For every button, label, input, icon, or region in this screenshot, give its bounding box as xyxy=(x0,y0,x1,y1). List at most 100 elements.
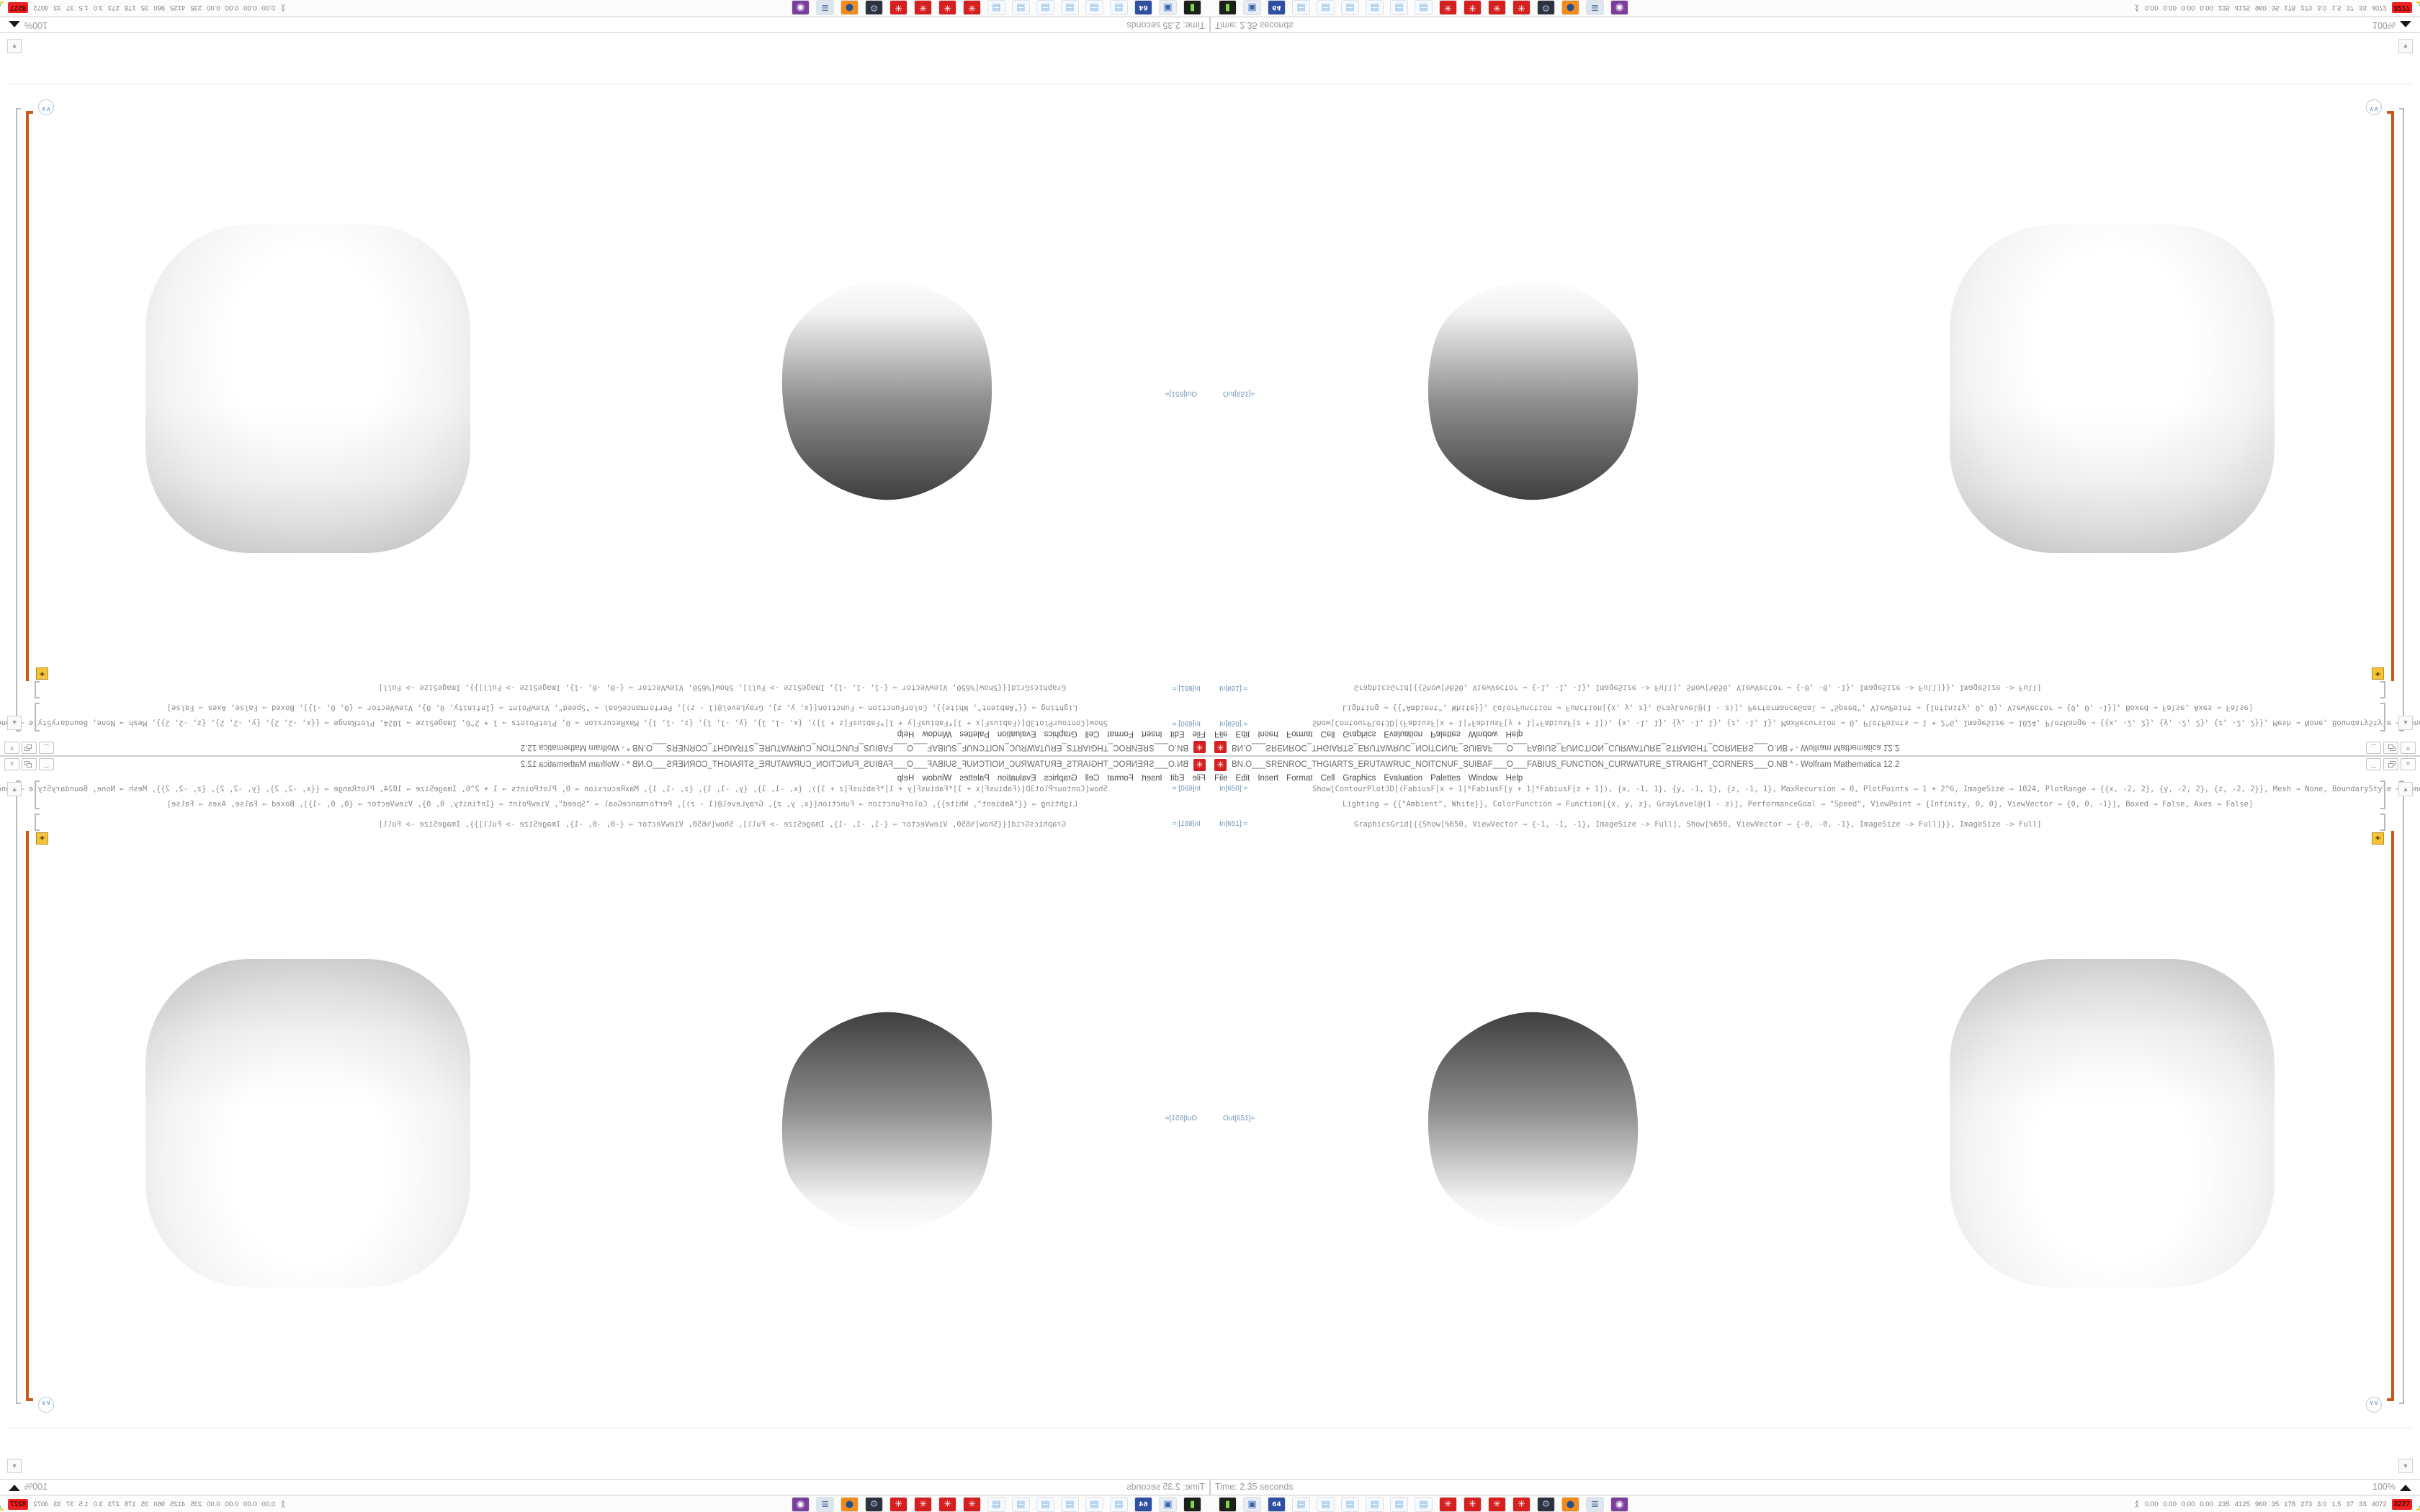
cell-group-expand-button[interactable]: + xyxy=(2372,667,2384,680)
minimize-button[interactable]: _ xyxy=(2366,742,2381,754)
power-drive-icon[interactable]: ▮ xyxy=(1183,0,1201,15)
restore-button[interactable] xyxy=(22,742,37,754)
cell-bracket-in650[interactable] xyxy=(35,703,40,732)
in650-code-line1[interactable]: Show[ContourPlot3D[(FabiusF[x + 1]*Fabiu… xyxy=(1312,785,2420,793)
mathematica-icon[interactable]: ✳ xyxy=(1488,1497,1506,1512)
mathematica-icon[interactable]: ✳ xyxy=(914,1497,932,1512)
menu-help[interactable]: Help xyxy=(1505,774,1523,783)
minimize-button[interactable]: _ xyxy=(2366,758,2381,770)
system-monitor-icon[interactable]: ⚙ xyxy=(865,0,883,15)
menu-graphics[interactable]: Graphics xyxy=(1044,774,1077,783)
magnification-value[interactable]: 100% xyxy=(2372,1482,2396,1492)
window-titlebar[interactable]: ✳ BN.O___SRENROC_THGIARTS_ERUTAWRUC_NOIT… xyxy=(0,756,1210,772)
mathematica-icon[interactable]: ✳ xyxy=(889,1497,908,1512)
menu-palettes[interactable]: Palettes xyxy=(1430,774,1461,783)
menu-insert[interactable]: Insert xyxy=(1141,774,1162,783)
menu-help[interactable]: Help xyxy=(897,729,915,738)
system-monitor-applet[interactable]: ∧ ∧ 0.00 0.00 0.00 0.00 235 4125 960 35 178 273 3.0… xyxy=(2135,1496,2420,1512)
in651-code[interactable]: GraphicsGrid[{{Show[%650, ViewVector → {… xyxy=(1354,683,2042,692)
cell-bracket-in651[interactable] xyxy=(2380,814,2385,831)
notepad-icon[interactable]: ▤ xyxy=(1341,1497,1359,1512)
tray-expander-icon[interactable]: ∧ ∧ xyxy=(2135,3,2139,13)
cell-group-bracket[interactable] xyxy=(2398,780,2404,1404)
mathematica-icon[interactable]: ✳ xyxy=(1512,0,1531,15)
cell-bracket-in651[interactable] xyxy=(2380,681,2385,698)
floppy-64-icon[interactable]: 64 xyxy=(1268,0,1286,15)
scrollbar-down-arrow[interactable]: ▼ xyxy=(7,1459,22,1473)
scrollbar-up-arrow[interactable]: ▲ xyxy=(2398,782,2413,796)
window-titlebar[interactable]: ✳ BN.O___SRENROC_THGIARTS_ERUTAWRUC_NOIT… xyxy=(1210,740,2420,756)
floppy-64-icon[interactable]: 64 xyxy=(1134,0,1152,15)
menu-insert[interactable]: Insert xyxy=(1141,729,1162,738)
mathematica-icon[interactable]: ✳ xyxy=(1464,0,1482,15)
magnification-value[interactable]: 100% xyxy=(24,20,48,30)
notepad-icon[interactable]: ▤ xyxy=(1390,1497,1408,1512)
notepad-icon[interactable]: ▤ xyxy=(1036,1497,1054,1512)
mathematica-icon[interactable]: ✳ xyxy=(1488,0,1506,15)
menu-evaluation[interactable]: Evaluation xyxy=(997,774,1036,783)
scrollbar-down-arrow[interactable]: ▼ xyxy=(2398,1459,2413,1473)
notepad-icon[interactable]: ▤ xyxy=(1061,0,1079,15)
output-cell-bracket-highlighted[interactable] xyxy=(26,831,29,1401)
scrollbar-up-arrow[interactable]: ▲ xyxy=(7,782,22,796)
notepad-icon[interactable]: ▤ xyxy=(987,1497,1005,1512)
notepad-icon[interactable]: ▤ xyxy=(1415,0,1433,15)
menu-edit[interactable]: Edit xyxy=(1170,729,1185,738)
in650-code-line2[interactable]: Lighting → {{"Ambient", White}}, ColorFu… xyxy=(166,800,1077,809)
notepad-icon[interactable]: ▤ xyxy=(987,0,1005,15)
cell-bracket-in650[interactable] xyxy=(2380,780,2385,809)
menu-format[interactable]: Format xyxy=(1286,729,1313,738)
notepad-icon[interactable]: ▤ xyxy=(1341,0,1359,15)
in650-code-line1[interactable]: Show[ContourPlot3D[(FabiusF[x + 1]*Fabiu… xyxy=(1312,719,2420,727)
cell-bracket-in651[interactable] xyxy=(35,681,40,698)
scroll-more-chevrons-icon[interactable]: ∨∨ xyxy=(2366,1397,2382,1413)
cell-group-expand-button[interactable]: + xyxy=(36,832,48,845)
magnification-value[interactable]: 100% xyxy=(24,1482,48,1492)
menu-edit[interactable]: Edit xyxy=(1170,774,1185,783)
user-icon[interactable]: ◉ xyxy=(1610,1497,1628,1512)
firefox-icon[interactable]: ● xyxy=(841,0,859,15)
script-icon[interactable]: ≣ xyxy=(816,1497,834,1512)
mathematica-icon[interactable]: ✳ xyxy=(1512,1497,1531,1512)
notepad-icon[interactable]: ▤ xyxy=(1415,1497,1433,1512)
menu-window[interactable]: Window xyxy=(1468,729,1498,738)
notepad-icon[interactable]: ▤ xyxy=(1317,1497,1335,1512)
menu-evaluation[interactable]: Evaluation xyxy=(1384,729,1423,738)
notepad-icon[interactable]: ▤ xyxy=(1110,1497,1128,1512)
script-icon[interactable]: ≣ xyxy=(1586,1497,1604,1512)
menu-edit[interactable]: Edit xyxy=(1235,774,1250,783)
power-drive-icon[interactable]: ▮ xyxy=(1183,1497,1201,1512)
menu-cell[interactable]: Cell xyxy=(1320,729,1335,738)
in650-code-line1[interactable]: Show[ContourPlot3D[(FabiusF[x + 1]*Fabiu… xyxy=(0,785,1108,793)
output-cell-bracket-highlighted[interactable] xyxy=(2387,831,2394,1401)
notepad-icon[interactable]: ▤ xyxy=(1036,0,1054,15)
output-cell-bracket-highlighted[interactable] xyxy=(2391,111,2394,681)
mathematica-icon[interactable]: ✳ xyxy=(1439,0,1457,15)
computer-icon[interactable]: ▣ xyxy=(1159,1497,1177,1512)
menu-format[interactable]: Format xyxy=(1286,774,1313,783)
cell-group-expand-button[interactable]: + xyxy=(2372,832,2384,845)
close-button[interactable]: × xyxy=(2401,758,2416,770)
cell-group-bracket[interactable] xyxy=(2398,108,2404,732)
scrollbar-down-arrow[interactable]: ▼ xyxy=(2398,39,2413,53)
user-icon[interactable]: ◉ xyxy=(1610,0,1628,15)
menu-help[interactable]: Help xyxy=(1505,729,1523,738)
computer-icon[interactable]: ▣ xyxy=(1243,0,1261,15)
system-monitor-icon[interactable]: ⚙ xyxy=(1537,0,1555,15)
in651-code[interactable]: GraphicsGrid[{{Show[%650, ViewVector → {… xyxy=(1354,820,2042,829)
close-button[interactable]: × xyxy=(4,742,19,754)
scrollbar-up-arrow[interactable]: ▲ xyxy=(2398,716,2413,730)
magnification-dropdown-icon[interactable] xyxy=(9,21,20,27)
notepad-icon[interactable]: ▤ xyxy=(1292,0,1310,15)
scrollbar-down-arrow[interactable]: ▼ xyxy=(7,39,22,53)
notepad-icon[interactable]: ▤ xyxy=(1061,1497,1079,1512)
tray-expander-icon[interactable]: ∧ ∧ xyxy=(2135,1499,2139,1509)
system-monitor-icon[interactable]: ⚙ xyxy=(865,1497,883,1512)
menu-graphics[interactable]: Graphics xyxy=(1343,729,1376,738)
notepad-icon[interactable]: ▤ xyxy=(1012,0,1030,15)
menu-insert[interactable]: Insert xyxy=(1258,774,1279,783)
menu-cell[interactable]: Cell xyxy=(1320,774,1335,783)
window-titlebar[interactable]: ✳ BN.O___SRENROC_THGIARTS_ERUTAWRUC_NOIT… xyxy=(1210,756,2420,772)
tray-expander-icon[interactable]: ∧ ∧ xyxy=(281,1499,285,1509)
notepad-icon[interactable]: ▤ xyxy=(1390,0,1408,15)
